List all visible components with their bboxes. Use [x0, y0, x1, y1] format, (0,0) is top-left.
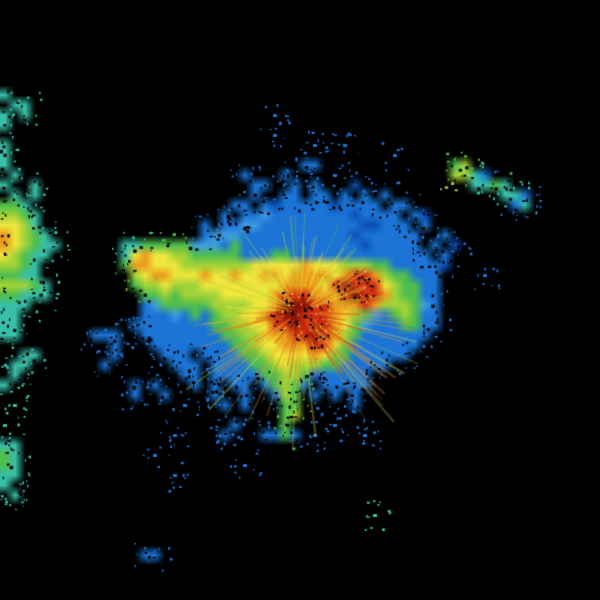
radar-reflectivity-canvas — [0, 0, 600, 600]
radar-display — [0, 0, 600, 600]
